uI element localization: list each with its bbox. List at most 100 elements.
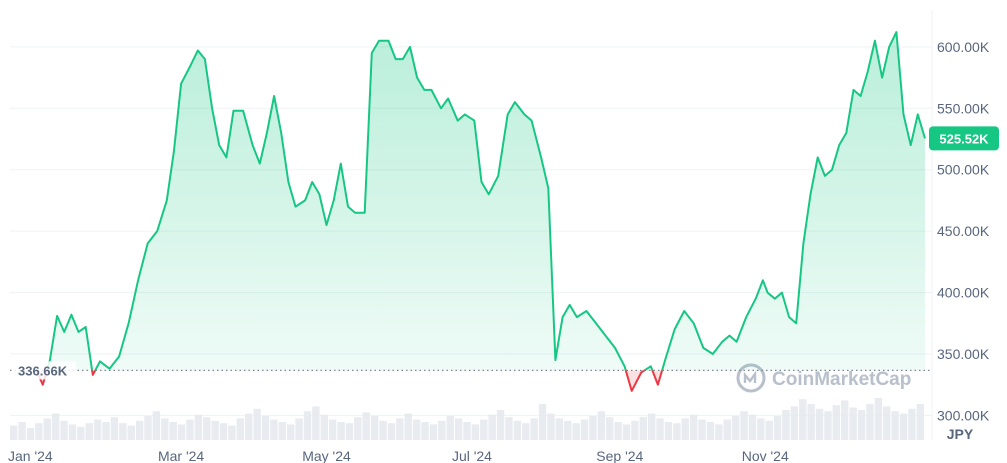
volume-bar [446, 416, 454, 440]
y-tick-label: 600.00K [937, 39, 990, 55]
volume-bar [127, 425, 135, 440]
volume-bar [312, 406, 320, 440]
volume-bar [731, 416, 740, 440]
x-tick-label: Jul '24 [452, 448, 492, 463]
volume-bar [287, 424, 295, 440]
volume-bar [513, 420, 522, 440]
baseline-label: 336.66K [14, 361, 76, 380]
baseline-value: 336.66K [18, 363, 68, 378]
volume-bar [261, 416, 270, 440]
volume-bar [824, 411, 832, 440]
volume-bar [631, 420, 639, 440]
volume-bar [387, 423, 396, 440]
volume-bar [606, 417, 614, 440]
volume-bar [245, 413, 253, 440]
volume-bar [706, 422, 715, 440]
volume-bar [891, 411, 899, 440]
volume-bar [454, 418, 463, 440]
volume-bar [471, 424, 480, 440]
volume-bar [135, 420, 144, 440]
volume-bar [102, 422, 110, 440]
volume-bar [68, 424, 77, 440]
volume-bar [765, 420, 773, 440]
volume-bar [370, 416, 379, 440]
volume-bar [916, 404, 924, 440]
y-tick-label: 400.00K [937, 285, 990, 301]
volume-bar [396, 418, 404, 440]
volume-bar [572, 423, 580, 440]
volume-bar [93, 419, 102, 440]
volume-bar [849, 407, 857, 440]
volume-bar [211, 420, 219, 440]
volume-bar [270, 419, 278, 440]
x-tick-label: Nov '24 [742, 448, 789, 463]
y-tick-label: 300.00K [937, 407, 990, 423]
volume-bar [639, 417, 647, 440]
volume-bar [144, 416, 152, 440]
x-tick-label: May '24 [302, 448, 351, 463]
volume-bar [488, 414, 496, 440]
volume-bar [362, 412, 370, 440]
currency-label: JPY [947, 426, 974, 442]
volume-bar [773, 416, 782, 440]
volume-bar [119, 423, 127, 440]
volume-bar [614, 422, 622, 440]
volume-bar [161, 418, 169, 440]
volume-bar [295, 418, 303, 440]
y-tick-label: 350.00K [937, 346, 990, 362]
volume-bar [186, 419, 194, 440]
volume-bar [832, 405, 841, 440]
volume-bar [530, 418, 538, 440]
volume-bar [354, 417, 362, 440]
volume-bar [790, 406, 799, 440]
volume-bar [715, 424, 723, 440]
volume-bar [404, 413, 412, 440]
volume-bar [10, 425, 18, 440]
volume-bar [194, 414, 203, 440]
volume-bar [673, 423, 681, 440]
volume-bars [10, 398, 924, 440]
volume-bar [664, 422, 673, 440]
volume-bar [253, 408, 261, 440]
price-line-up [34, 31, 926, 371]
volume-bar [782, 410, 790, 440]
volume-bar [26, 428, 35, 440]
volume-bar [496, 410, 505, 440]
volume-bar [203, 417, 211, 440]
volume-bar [77, 426, 85, 440]
volume-bar [799, 399, 807, 440]
volume-bar [320, 414, 328, 440]
volume-bar [874, 398, 883, 440]
volume-bar [866, 404, 874, 440]
volume-bar [538, 404, 547, 440]
volume-bar [656, 418, 664, 440]
volume-bar [110, 417, 119, 440]
volume-bar [152, 411, 161, 440]
y-tick-label: 500.00K [937, 162, 990, 178]
volume-bar [547, 413, 555, 440]
volume-bar [236, 418, 245, 440]
current-price-badge: 525.52K [929, 126, 999, 151]
volume-bar [43, 418, 51, 440]
watermark-text: CoinMarketCap [772, 369, 911, 390]
volume-bar [580, 419, 589, 440]
y-axis: 300.00K 350.00K 400.00K 450.00K 500.00K 550.0… [937, 39, 990, 424]
y-tick-label: 450.00K [937, 223, 990, 239]
volume-bar [622, 424, 631, 440]
volume-bar [412, 419, 421, 440]
volume-bar [908, 408, 916, 440]
volume-bar [589, 416, 597, 440]
x-tick-label: Sep '24 [596, 448, 643, 463]
volume-bar [564, 420, 572, 440]
volume-bar [899, 413, 908, 440]
volume-bar [463, 422, 471, 440]
volume-bar [757, 418, 765, 440]
volume-bar [278, 422, 287, 440]
volume-bar [522, 423, 530, 440]
volume-bar [303, 411, 312, 440]
volume-bar [438, 420, 446, 440]
price-area-fill [35, 32, 925, 371]
volume-bar [219, 423, 228, 440]
volume-bar [379, 420, 387, 440]
